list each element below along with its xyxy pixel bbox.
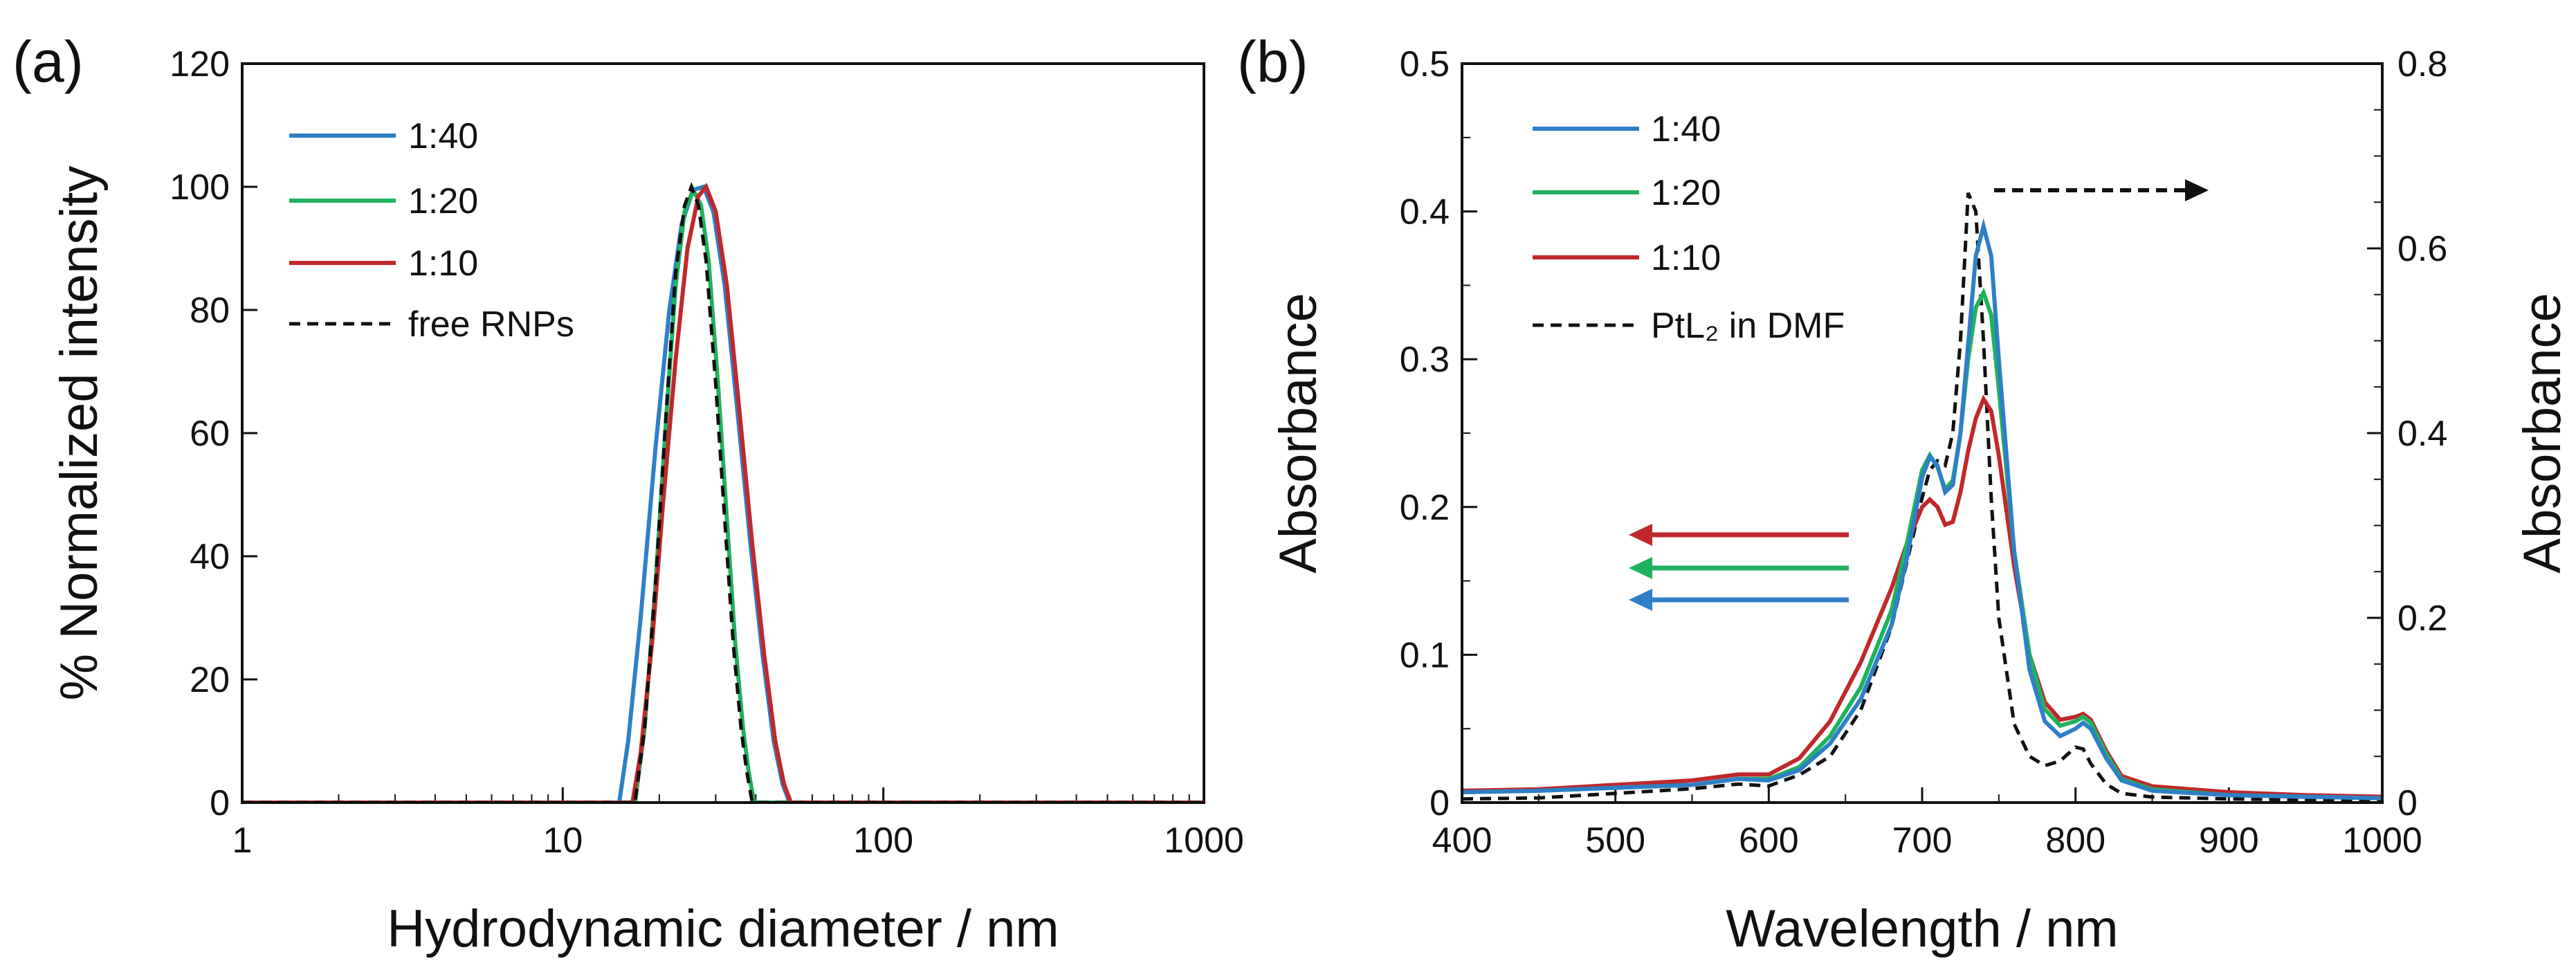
arrow-head-1-40 (1629, 589, 1652, 611)
panel-b-axis-arrows (1629, 179, 2209, 611)
panel-b-y2-axis-title: Absorbance (2513, 293, 2572, 574)
panel-b-ticks: 400 500 600 700 800 900 100000.10.20.30.40.500… (1400, 44, 2448, 861)
legend-label-1-10: 1:10 (408, 244, 478, 284)
y-tick-label: 0 (1429, 783, 1450, 823)
y-tick-label: 40 (190, 537, 230, 577)
y-tick-label: 120 (170, 44, 230, 84)
y-tick-label: 0.2 (1400, 488, 1450, 528)
y-tick-label: 80 (190, 291, 230, 331)
x-tick-label: 10 (542, 821, 583, 861)
panel-b: (b) 400 500 600 700 800 900 100000.10.20.30.40… (1237, 29, 2572, 958)
arrow-head-ptl2 (2185, 179, 2209, 201)
panel-a-plot-frame (241, 62, 1205, 804)
series-line-1-40 (1462, 218, 2382, 800)
x-tick-label: 700 (1892, 821, 1953, 861)
legend-label-1-20: 1:20 (1651, 173, 1721, 213)
x-tick-label: 900 (2199, 821, 2259, 861)
x-tick-label: 100 (853, 821, 913, 861)
panel-a-ticks: 1 10 100 1000 0 20 40 60 80 100 120 (170, 44, 1244, 861)
panel-a-label: (a) (12, 29, 84, 94)
y-tick-label: 0.3 (1400, 340, 1450, 380)
series-line-1-20 (1462, 287, 2382, 800)
y-tick-label: 0.4 (1400, 192, 1450, 232)
series-line-1-10 (242, 183, 1204, 803)
panel-b-legend: 1:40 1:20 1:10 PtL₂ in DMF (1533, 109, 1845, 346)
x-tick-label: 400 (1432, 821, 1492, 861)
x-tick-label: 1000 (1164, 821, 1244, 861)
legend-label-1-20: 1:20 (408, 181, 478, 221)
series-line-free-rnps (242, 181, 1204, 803)
arrow-head-1-20 (1629, 557, 1652, 579)
y-tick-label: 0.1 (1400, 635, 1450, 675)
panel-a-x-axis-title: Hydrodynamic diameter / nm (387, 899, 1059, 958)
y-tick-label: 0.5 (1400, 44, 1450, 84)
y2-tick-label: 0.2 (2397, 598, 2447, 639)
y2-tick-label: 0 (2397, 783, 2418, 823)
legend-label-1-40: 1:40 (1651, 109, 1721, 149)
series-line-ptl2-dmf (1462, 192, 2382, 803)
y2-tick-label: 0.8 (2397, 44, 2447, 84)
x-tick-label: 800 (2045, 821, 2105, 861)
y-tick-label: 100 (170, 167, 230, 208)
legend-label-1-10: 1:10 (1651, 238, 1721, 278)
y2-tick-label: 0.4 (2397, 414, 2447, 454)
y-tick-label: 60 (190, 414, 230, 454)
series-line-1-10 (1462, 394, 2382, 799)
y-tick-label: 0 (210, 783, 230, 823)
arrow-head-1-10 (1629, 524, 1652, 546)
x-tick-label: 1 (232, 821, 253, 861)
panel-b-plot-frame (1461, 62, 2384, 804)
y-tick-label: 20 (190, 660, 230, 700)
panel-b-x-axis-title: Wavelength / nm (1726, 899, 2118, 958)
panel-a-y-axis-title: % Normalized intensity (50, 166, 109, 701)
panel-b-y-axis-title: Absorbance (1269, 293, 1328, 574)
x-tick-label: 600 (1739, 821, 1799, 861)
y2-tick-label: 0.6 (2397, 229, 2447, 269)
legend-label-free-rnps: free RNPs (408, 304, 574, 345)
panel-a-legend: 1:40 1:20 1:10 free RNPs (289, 116, 574, 345)
panel-a: (a) 1 10 100 1000 0 20 40 60 80 100 120 Hydrodynam… (12, 29, 1244, 958)
x-tick-label: 500 (1585, 821, 1645, 861)
x-tick-label: 1000 (2342, 821, 2422, 861)
panel-b-label: (b) (1237, 29, 1308, 94)
legend-label-ptl2-dmf: PtL₂ in DMF (1651, 306, 1845, 346)
legend-label-1-40: 1:40 (408, 116, 478, 156)
